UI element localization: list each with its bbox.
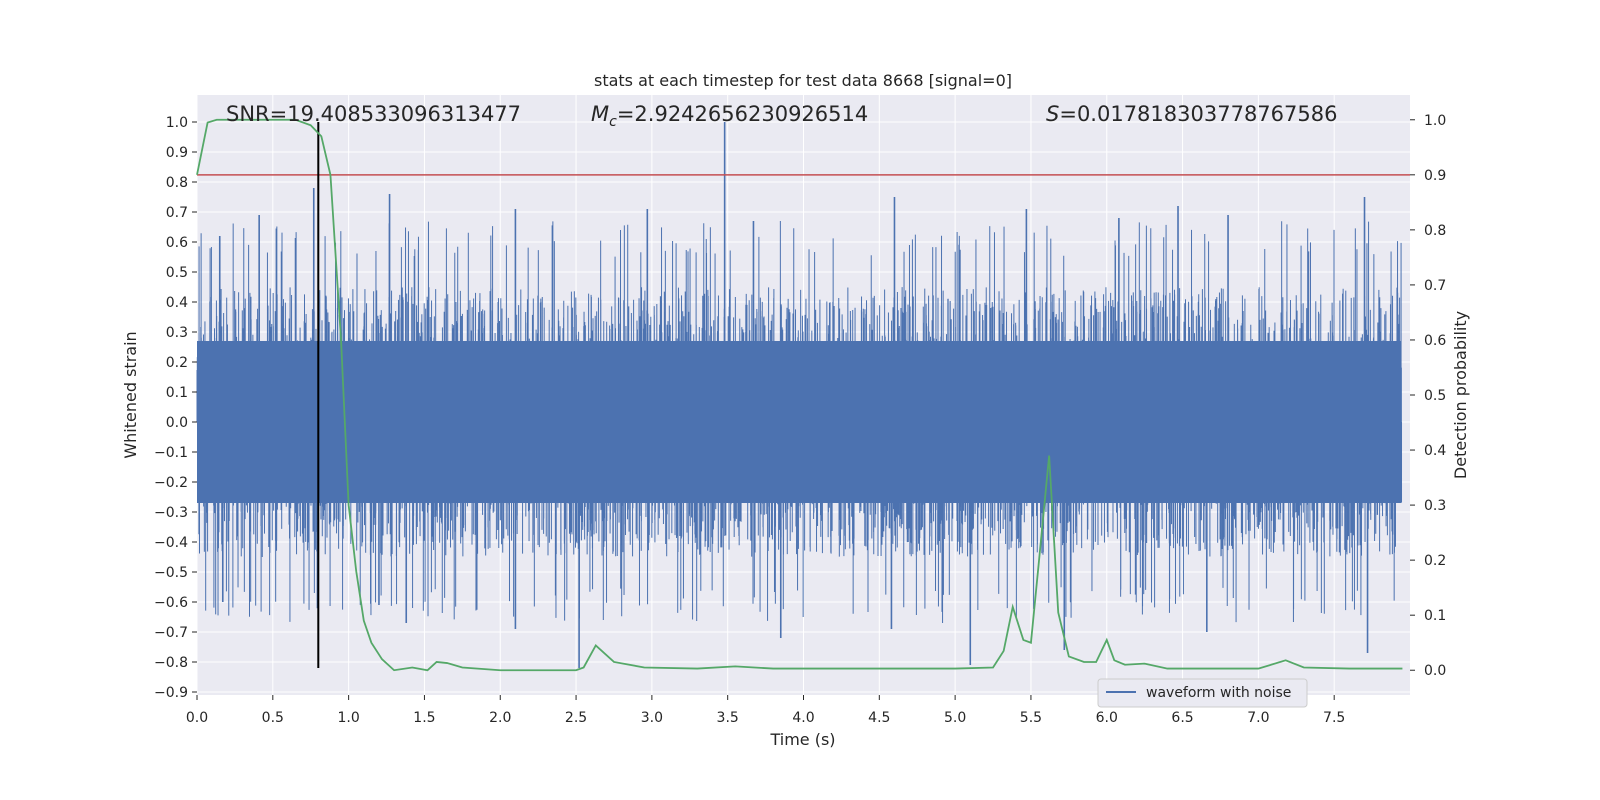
waveform-dense-band [197,341,1402,503]
y-left-tick-label-0: −0.9 [154,685,188,701]
y-left-axis-label: Whitened strain [121,331,140,458]
x-tick-label-4: 2.0 [489,710,511,726]
y-right-tick-label-8: 0.8 [1424,223,1446,239]
y-left-axis-ticks: −0.9 −0.8 −0.7 −0.6 −0.5 −0.4 −0.3 −0.2 −0.1 0.0 0… [154,115,197,701]
legend: waveform with noise [1097,678,1308,708]
waveform-series [196,122,1403,668]
y-left-tick-label-5: −0.4 [154,535,188,551]
chart-title: stats at each timestep for test data 866… [594,71,1012,90]
y-left-tick-label-11: 0.2 [166,355,188,371]
y-right-tick-label-1: 0.1 [1424,608,1446,624]
y-left-tick-label-9: 0.0 [166,415,188,431]
overlay-lines [196,118,1410,672]
y-right-axis-label: Detection probability [1451,311,1470,479]
y-right-tick-label-9: 0.9 [1424,168,1446,184]
y-left-tick-label-13: 0.4 [166,295,188,311]
x-axis-label: Time (s) [769,730,835,749]
x-tick-label-11: 5.5 [1020,710,1042,726]
x-tick-label-12: 6.0 [1096,710,1118,726]
y-left-tick-label-19: 1.0 [166,115,188,131]
x-tick-label-7: 3.5 [717,710,739,726]
y-left-tick-label-17: 0.8 [166,175,188,191]
mc-value: =2.9242656230926514 [617,102,868,126]
y-left-tick-label-15: 0.6 [166,235,188,251]
x-tick-label-0: 0.0 [186,710,208,726]
x-tick-label-9: 4.5 [868,710,890,726]
y-left-tick-label-7: −0.2 [154,475,188,491]
mc-subscript: c [609,114,617,130]
y-left-tick-label-2: −0.7 [154,625,188,641]
y-right-tick-label-3: 0.3 [1424,498,1446,514]
x-tick-label-2: 1.0 [337,710,359,726]
x-tick-label-15: 7.5 [1323,710,1345,726]
y-right-tick-label-4: 0.4 [1424,443,1446,459]
y-left-tick-label-16: 0.7 [166,205,188,221]
legend-box [1097,678,1308,708]
x-tick-label-14: 7.0 [1247,710,1269,726]
y-right-tick-label-10: 1.0 [1424,113,1446,129]
chirp-mass-annotation: Mc=2.9242656230926514 [591,102,868,130]
y-left-tick-label-18: 0.9 [166,145,188,161]
x-tick-label-1: 0.5 [262,710,284,726]
y-left-tick-label-3: −0.6 [154,595,188,611]
y-left-tick-label-12: 0.3 [166,325,188,341]
detection-probability-line [196,118,1403,672]
x-axis-ticks: 0.0 0.5 1.0 1.5 2.0 2.5 3.0 3.5 4.0 4.5 5.0 5.5 6.0 6… [186,695,1345,726]
x-tick-label-5: 2.5 [565,710,587,726]
s-value: =0.017818303778767586 [1059,102,1337,126]
x-tick-label-8: 4.0 [792,710,814,726]
x-tick-label-6: 3.0 [641,710,663,726]
y-right-tick-label-7: 0.7 [1424,278,1446,294]
x-tick-label-3: 1.5 [413,710,435,726]
y-left-tick-label-10: 0.1 [166,385,188,401]
y-right-axis-ticks: 0.0 0.1 0.2 0.3 0.4 0.5 0.6 0.7 0.8 0.9 1.0 [1410,113,1446,679]
y-right-tick-label-2: 0.2 [1424,553,1446,569]
y-right-tick-label-6: 0.6 [1424,333,1446,349]
y-left-tick-label-14: 0.5 [166,265,188,281]
x-tick-label-13: 6.5 [1171,710,1193,726]
y-left-tick-label-8: −0.1 [154,445,188,461]
y-left-tick-label-1: −0.8 [154,655,188,671]
y-left-tick-label-4: −0.5 [154,565,188,581]
snr-annotation: SNR=19.408533096313477 [226,102,521,126]
y-left-tick-label-6: −0.3 [154,505,188,521]
y-right-tick-label-5: 0.5 [1424,388,1446,404]
s-annotation: S=0.017818303778767586 [1046,102,1337,126]
s-symbol: S [1046,102,1059,126]
y-right-tick-label-0: 0.0 [1424,663,1446,679]
x-tick-label-10: 5.0 [944,710,966,726]
mc-symbol: M [591,102,609,126]
legend-label-waveform: waveform with noise [1146,685,1291,701]
